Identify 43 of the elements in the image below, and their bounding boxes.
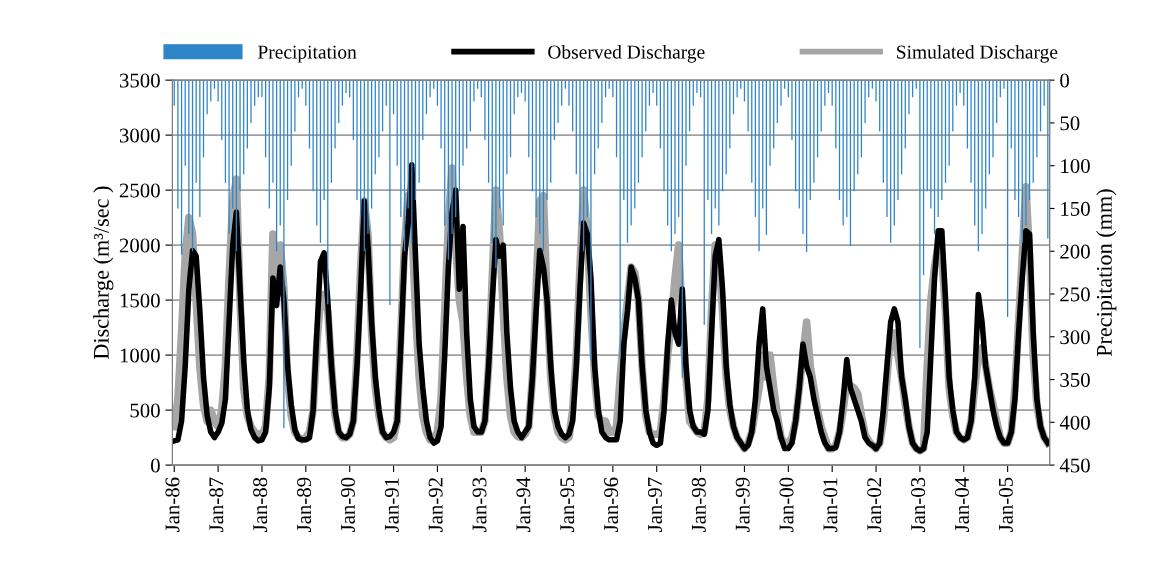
- x-tick-label: Jan-88: [253, 477, 268, 532]
- legend-label: Simulated Discharge: [897, 44, 1058, 63]
- y-tick-label: 2500: [119, 183, 160, 198]
- y2-tick-label: 250: [1060, 287, 1090, 302]
- y-tick-label: 3500: [119, 73, 160, 88]
- y-tick-label: 1500: [120, 293, 160, 308]
- y2-tick-label: 0: [1060, 73, 1070, 88]
- y2-tick-label: 50: [1060, 116, 1080, 131]
- y2-tick-label: 150: [1061, 201, 1090, 216]
- y2-tick-label: 450: [1059, 458, 1090, 473]
- legend-label: Precipitation: [258, 45, 357, 63]
- x-tick-label: Jan-95: [560, 477, 575, 532]
- y-tick-label: 500: [130, 403, 160, 418]
- y2-tick-label: 350: [1060, 372, 1090, 387]
- y-tick-label: 2000: [119, 238, 160, 253]
- y2-tick-label: 200: [1060, 244, 1090, 259]
- x-tick-label: Jan-86: [165, 477, 180, 532]
- x-tick-label: Jan-04: [954, 477, 969, 532]
- x-tick-label: Jan-97: [647, 477, 662, 532]
- x-tick-label: Jan-05: [998, 477, 1013, 532]
- x-tick-label: Jan-89: [296, 477, 312, 532]
- x-tick-label: Jan-03: [911, 477, 926, 532]
- y2-axis-title: Precipitation (mm): [1096, 189, 1117, 357]
- x-tick-label: Jan-87: [209, 477, 224, 532]
- y-axis-title: Discharge (m³/sec ): [93, 186, 114, 360]
- x-tick-label: Jan-98: [691, 477, 706, 532]
- y2-tick-label: 400: [1059, 415, 1090, 430]
- x-tick-label: Jan-96: [604, 477, 619, 532]
- x-tick-label: Jan-02: [867, 478, 882, 532]
- y2-tick-label: 300: [1060, 330, 1090, 345]
- x-tick-label: Jan-90: [340, 477, 355, 532]
- y-tick-label: 0: [150, 458, 160, 473]
- x-tick-label: Jan-93: [472, 477, 487, 532]
- x-tick-label: Jan-99: [735, 477, 750, 532]
- y2-tick-label: 100: [1061, 159, 1090, 174]
- x-tick-label: Jan-91: [384, 478, 399, 532]
- y-tick-label: 3000: [119, 128, 160, 143]
- x-tick-label: Jan-00: [779, 477, 794, 532]
- x-tick-label: Jan-94: [516, 477, 531, 532]
- x-tick-label: Jan-01: [823, 478, 838, 532]
- x-tick-label: Jan-92: [428, 478, 443, 532]
- legend-label: Observed Discharge: [548, 44, 705, 63]
- y-tick-label: 1000: [120, 348, 160, 363]
